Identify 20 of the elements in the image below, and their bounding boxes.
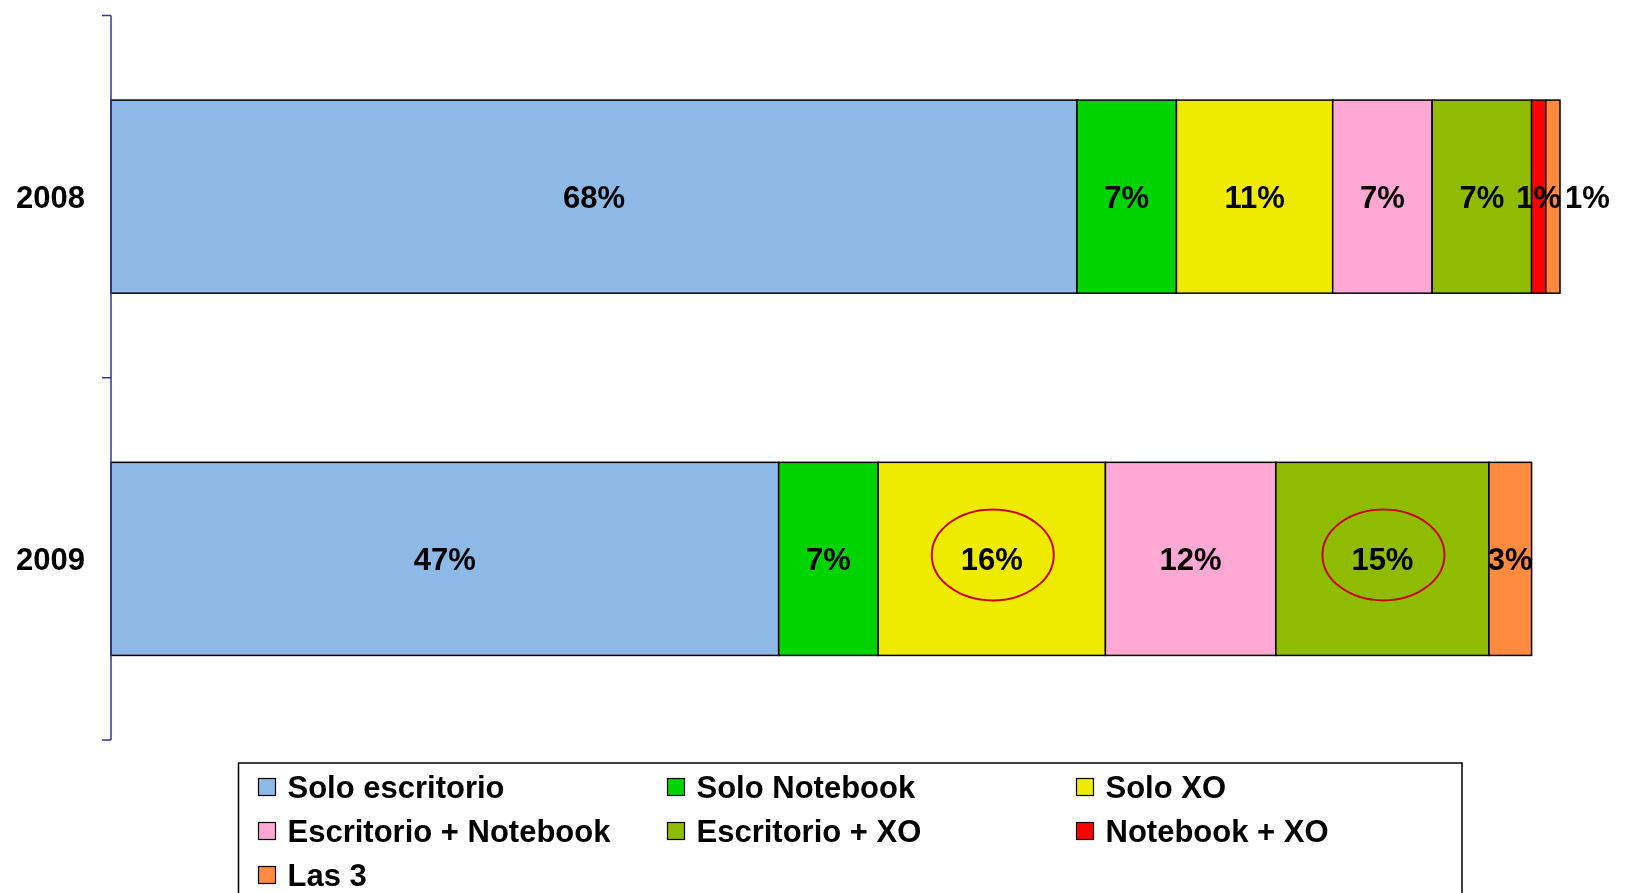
- legend-label: Escritorio + Notebook: [287, 813, 612, 849]
- legend-label: Escritorio + XO: [696, 813, 922, 849]
- data-label: 15%: [1351, 541, 1414, 577]
- legend-label: Solo Notebook: [696, 769, 916, 805]
- legend-label: Las 3: [287, 857, 367, 893]
- data-label: 7%: [1104, 179, 1150, 215]
- data-label: 68%: [562, 179, 626, 215]
- data-label: 11%: [1224, 179, 1285, 215]
- y-tick-label: 2009: [16, 541, 85, 577]
- legend-label: Solo escritorio: [287, 769, 505, 805]
- legend-label: Notebook + XO: [1105, 813, 1329, 849]
- data-label: 7%: [805, 541, 851, 577]
- y-tick-label: 2008: [16, 179, 85, 215]
- data-label: 16%: [960, 541, 1023, 577]
- data-label: 12%: [1159, 541, 1222, 577]
- data-label: 1%: [1565, 179, 1610, 215]
- legend-label: Solo XO: [1105, 769, 1227, 805]
- data-label: 47%: [413, 541, 476, 577]
- data-label: 7%: [1360, 179, 1405, 215]
- data-label: 7%: [1459, 179, 1505, 215]
